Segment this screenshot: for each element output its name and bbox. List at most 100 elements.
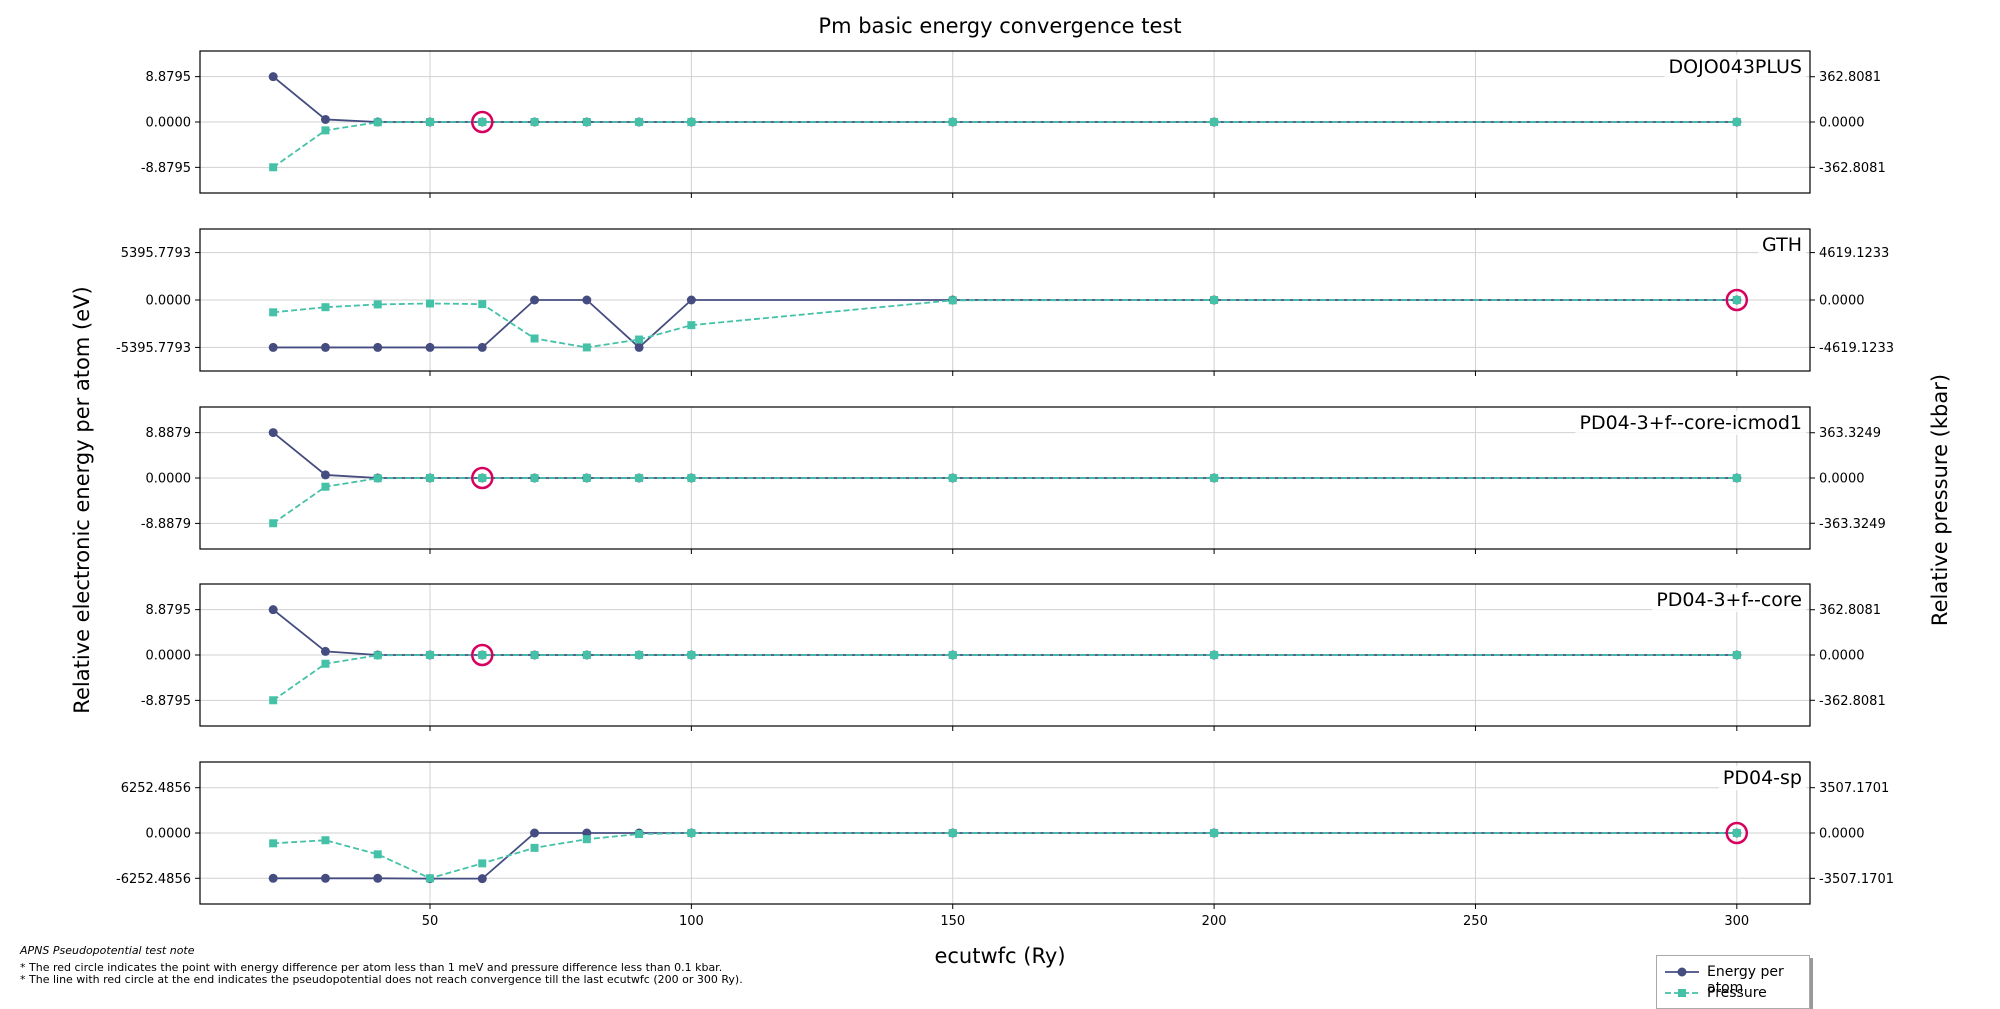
subplot-title: PD04-3+f--core-icmod1	[1579, 412, 1802, 434]
energy-point	[477, 342, 487, 352]
right-y-tick-label: 0.0000	[1819, 827, 1865, 842]
energy-series-line	[272, 608, 1737, 656]
energy-point	[268, 428, 278, 438]
right-y-tick-label: 362.8081	[1819, 70, 1881, 85]
subplot-title-background	[1664, 55, 1806, 79]
legend: Energy per atom Pressure	[1656, 955, 1810, 1009]
pressure-point	[582, 835, 591, 844]
energy-point	[634, 342, 644, 352]
pressure-point	[948, 474, 957, 482]
pressure-point	[687, 474, 696, 482]
note-title: APNS Pseudopotential test note	[20, 944, 195, 957]
x-axis-label: ecutwfc (Ry)	[934, 944, 1066, 968]
x-tick-label: 250	[1463, 914, 1488, 929]
subplot-1: 8.8795 0.0000 -8.8795 362.8081 0.0000 -362.80…	[141, 50, 1886, 198]
pressure-point	[530, 118, 539, 126]
pressure-point	[269, 696, 278, 705]
pressure-point	[948, 118, 957, 126]
pressure-point	[582, 474, 591, 482]
pressure-legend-marker-icon	[1665, 989, 1699, 997]
legend-label-pressure: Pressure	[1707, 985, 1767, 1001]
right-y-tick-label: 363.3249	[1819, 426, 1881, 441]
pressure-point	[321, 303, 330, 312]
pressure-point	[1210, 474, 1219, 482]
left-y-tick-label: -6252.4856	[116, 872, 191, 887]
left-y-tick-label: 0.0000	[146, 827, 192, 842]
energy-series-line	[273, 299, 1737, 349]
energy-point	[477, 874, 487, 884]
energy-point	[425, 342, 435, 352]
pressure-point	[530, 651, 539, 659]
energy-point	[320, 873, 330, 883]
energy-series-line	[273, 832, 1737, 880]
left-y-tick-label: 0.0000	[146, 472, 192, 487]
pressure-point	[635, 830, 644, 839]
energy-point	[268, 342, 278, 352]
energy-series-line	[272, 75, 1737, 123]
pressure-point	[687, 321, 696, 330]
pressure-point	[948, 296, 957, 305]
pressure-point	[1732, 118, 1741, 126]
pressure-point	[373, 474, 382, 483]
pressure-point	[373, 118, 382, 127]
subplot-title: PD04-sp	[1723, 767, 1802, 789]
right-y-tick-label: -362.8081	[1819, 161, 1886, 176]
left-y-tick-label: 0.0000	[146, 116, 192, 131]
pressure-point	[269, 839, 278, 848]
subplot-title: PD04-3+f--core	[1656, 589, 1802, 611]
energy-point	[530, 295, 540, 305]
energy-point	[320, 470, 330, 480]
pressure-series-line	[272, 477, 1737, 524]
pressure-point	[635, 474, 644, 482]
pressure-point	[373, 850, 382, 859]
pressure-point	[321, 482, 330, 491]
pressure-point	[1732, 474, 1741, 482]
pressure-point	[426, 474, 434, 482]
right-y-tick-label: 0.0000	[1819, 472, 1865, 487]
pressure-point	[321, 126, 330, 135]
right-y-axis-label: Relative pressure (kbar)	[1928, 373, 1952, 627]
energy-point	[320, 342, 330, 352]
subplot-5: 50 100 150 200 250 300 6252.4856 0.0000 -6252.48…	[116, 761, 1894, 929]
pressure-point	[687, 118, 696, 126]
pressure-point	[1210, 829, 1219, 837]
left-y-tick-label: 8.8795	[146, 603, 192, 618]
convergence-marker	[471, 466, 494, 490]
pressure-point	[582, 651, 591, 659]
convergence-marker	[1725, 821, 1749, 845]
pressure-point	[530, 334, 539, 343]
pressure-series-line	[272, 121, 1737, 169]
energy-point	[686, 295, 696, 305]
pressure-point	[635, 335, 644, 344]
subplot-2: 5395.7793 0.0000 -5395.7793 4619.1233 0.0000…	[116, 228, 1894, 376]
left-y-tick-label: 6252.4856	[121, 781, 191, 796]
right-y-tick-label: -362.8081	[1819, 694, 1886, 709]
pressure-point	[1210, 296, 1219, 304]
pressure-point	[269, 308, 278, 317]
pressure-point	[478, 474, 487, 482]
pressure-point	[373, 651, 382, 660]
x-tick-label: 200	[1202, 914, 1227, 929]
pressure-point	[687, 829, 696, 837]
legend-label-energy: Energy per atom	[1707, 964, 1784, 996]
note-line: * The line with red circle at the end in…	[20, 973, 743, 986]
right-y-tick-label: 0.0000	[1819, 116, 1865, 131]
right-y-tick-label: 0.0000	[1819, 649, 1865, 664]
pressure-point	[478, 300, 487, 309]
pressure-point	[373, 300, 382, 309]
subplot-title-background	[1718, 766, 1806, 790]
pressure-series-line	[273, 832, 1737, 880]
energy-point	[320, 114, 330, 124]
subplot-title-background	[1652, 588, 1806, 612]
left-y-tick-label: 0.0000	[146, 294, 192, 309]
x-tick-label: 300	[1724, 914, 1749, 929]
energy-legend-marker-icon	[1665, 967, 1699, 977]
left-y-tick-label: 5395.7793	[121, 246, 191, 261]
pressure-point	[269, 163, 278, 172]
subplot-title-background	[1575, 411, 1806, 435]
pressure-point	[269, 519, 278, 528]
energy-point	[320, 646, 330, 656]
left-y-tick-label: -8.8795	[141, 161, 191, 176]
pressure-point	[635, 118, 644, 126]
left-y-tick-label: -5395.7793	[116, 341, 191, 356]
